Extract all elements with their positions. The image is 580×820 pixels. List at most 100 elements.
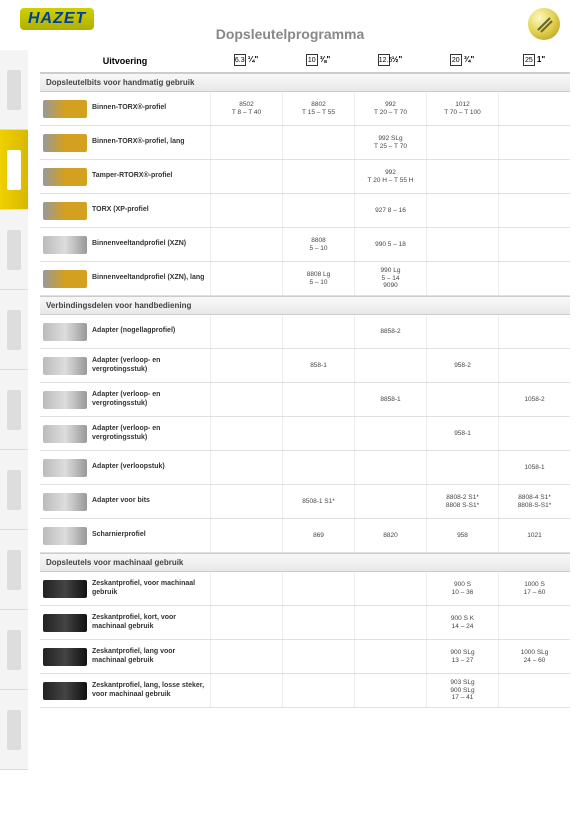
product-image (40, 572, 90, 605)
size-col-2: 12.5½" (354, 50, 426, 72)
data-cell: 8858-1 (354, 383, 426, 416)
product-label: Tamper-RTORX®-profiel (90, 160, 210, 193)
data-cell (426, 315, 498, 348)
data-cell (282, 451, 354, 484)
product-image (40, 315, 90, 348)
data-cell (426, 383, 498, 416)
table-row: Binnenveeltandprofiel (XZN), lang8808 Lg… (40, 262, 570, 296)
section-header: Verbindingsdelen voor handbediening (40, 296, 570, 315)
data-cell: 869 (282, 519, 354, 552)
data-cell (210, 519, 282, 552)
data-cell (498, 92, 570, 125)
table-row: Scharnierprofiel86988209581021 (40, 519, 570, 553)
product-label: Zeskantprofiel, lang voor machinaal gebr… (90, 640, 210, 673)
section-header: Dopsleutelbits voor handmatig gebruik (40, 73, 570, 92)
page-title: Dopsleutelprogramma (20, 8, 560, 42)
data-cell (498, 160, 570, 193)
product-image (40, 417, 90, 450)
product-image (40, 160, 90, 193)
data-cell: 958-1 (426, 417, 498, 450)
data-cell (426, 160, 498, 193)
data-cell (210, 606, 282, 639)
data-cell: 990 Lg5 – 149090 (354, 262, 426, 295)
data-cell (210, 572, 282, 605)
sidebar-tab-1[interactable] (0, 50, 28, 130)
product-label: Adapter (nogellagprofiel) (90, 315, 210, 348)
sidebar-tab-5[interactable] (0, 370, 28, 450)
sidebar-tab-6[interactable] (0, 450, 28, 530)
data-cell (282, 640, 354, 673)
data-cell: 8802T 15 – T 55 (282, 92, 354, 125)
data-cell: 992T 20 – T 70 (354, 92, 426, 125)
data-cell: 900 SLg13 – 27 (426, 640, 498, 673)
table-row: Adapter (verloop- en vergrotingsstuk)885… (40, 383, 570, 417)
data-cell (282, 160, 354, 193)
data-cell (210, 160, 282, 193)
data-cell (282, 572, 354, 605)
category-icon (528, 8, 560, 40)
data-cell: 927 8 – 16 (354, 194, 426, 227)
data-cell: 1000 S17 – 60 (498, 572, 570, 605)
data-cell: 8808-4 S1*8808-S-S1* (498, 485, 570, 518)
sidebar-tab-3[interactable] (0, 210, 28, 290)
sidebar (0, 50, 28, 820)
sidebar-tab-7[interactable] (0, 530, 28, 610)
data-cell (354, 674, 426, 707)
table-row: Binnen-TORX®-profiel8502T 8 – T 408802T … (40, 92, 570, 126)
data-cell: 958-2 (426, 349, 498, 382)
data-cell (498, 417, 570, 450)
table-row: Adapter (verloop- en vergrotingsstuk) 958… (40, 417, 570, 451)
table-row: Binnen-TORX®-profiel, lang992 SLgT 25 – … (40, 126, 570, 160)
table-row: Adapter voor bits8508-1 S1*8808-2 S1*880… (40, 485, 570, 519)
product-image (40, 674, 90, 707)
product-image (40, 262, 90, 295)
product-image (40, 383, 90, 416)
table-row: Zeskantprofiel, voor machinaal gebruik90… (40, 572, 570, 606)
table-row: Binnenveeltandprofiel (XZN)88085 – 10990… (40, 228, 570, 262)
data-cell (498, 228, 570, 261)
data-cell: 88085 – 10 (282, 228, 354, 261)
size-col-1: 10⅜" (282, 50, 354, 72)
product-image (40, 451, 90, 484)
data-cell (498, 126, 570, 159)
data-cell: 900 S K14 – 24 (426, 606, 498, 639)
product-label: Binnenveeltandprofiel (XZN) (90, 228, 210, 261)
product-label: Zeskantprofiel, kort, voor machinaal geb… (90, 606, 210, 639)
sidebar-tab-2[interactable] (0, 130, 28, 210)
product-label: Scharnierprofiel (90, 519, 210, 552)
data-cell: 992T 20 H – T 55 H (354, 160, 426, 193)
product-label: Zeskantprofiel, lang, losse steker, voor… (90, 674, 210, 707)
sidebar-tab-4[interactable] (0, 290, 28, 370)
table-row: Adapter (verloopstuk)1058-1 (40, 451, 570, 485)
data-cell: 1021 (498, 519, 570, 552)
product-label: Adapter (verloopstuk) (90, 451, 210, 484)
header: HAZET Dopsleutelprogramma (0, 0, 580, 50)
data-cell: 858-1 (282, 349, 354, 382)
data-cell (210, 228, 282, 261)
product-image (40, 485, 90, 518)
product-image (40, 126, 90, 159)
content-area: Dopsleutelbits voor handmatig gebruikBin… (40, 73, 570, 708)
product-label: Binnen-TORX®-profiel (90, 92, 210, 125)
product-label: Adapter voor bits (90, 485, 210, 518)
data-cell: 900 S10 – 36 (426, 572, 498, 605)
product-image (40, 92, 90, 125)
data-cell (282, 194, 354, 227)
data-cell (282, 606, 354, 639)
table-row: Zeskantprofiel, lang voor machinaal gebr… (40, 640, 570, 674)
data-cell: 1000 SLg24 – 60 (498, 640, 570, 673)
data-cell (210, 674, 282, 707)
sidebar-tab-9[interactable] (0, 690, 28, 770)
logo-text: HAZET (28, 10, 86, 27)
size-col-0: 6.3¼" (210, 50, 282, 72)
data-cell (426, 126, 498, 159)
data-cell (282, 674, 354, 707)
product-image (40, 640, 90, 673)
data-cell (426, 262, 498, 295)
sidebar-tab-8[interactable] (0, 610, 28, 690)
data-cell (498, 674, 570, 707)
table-row: Adapter (verloop- en vergrotingsstuk)858… (40, 349, 570, 383)
product-label: Adapter (verloop- en vergrotingsstuk) (90, 417, 210, 450)
data-cell: 8808-2 S1*8808 S-S1* (426, 485, 498, 518)
table-row: Zeskantprofiel, lang, losse steker, voor… (40, 674, 570, 708)
